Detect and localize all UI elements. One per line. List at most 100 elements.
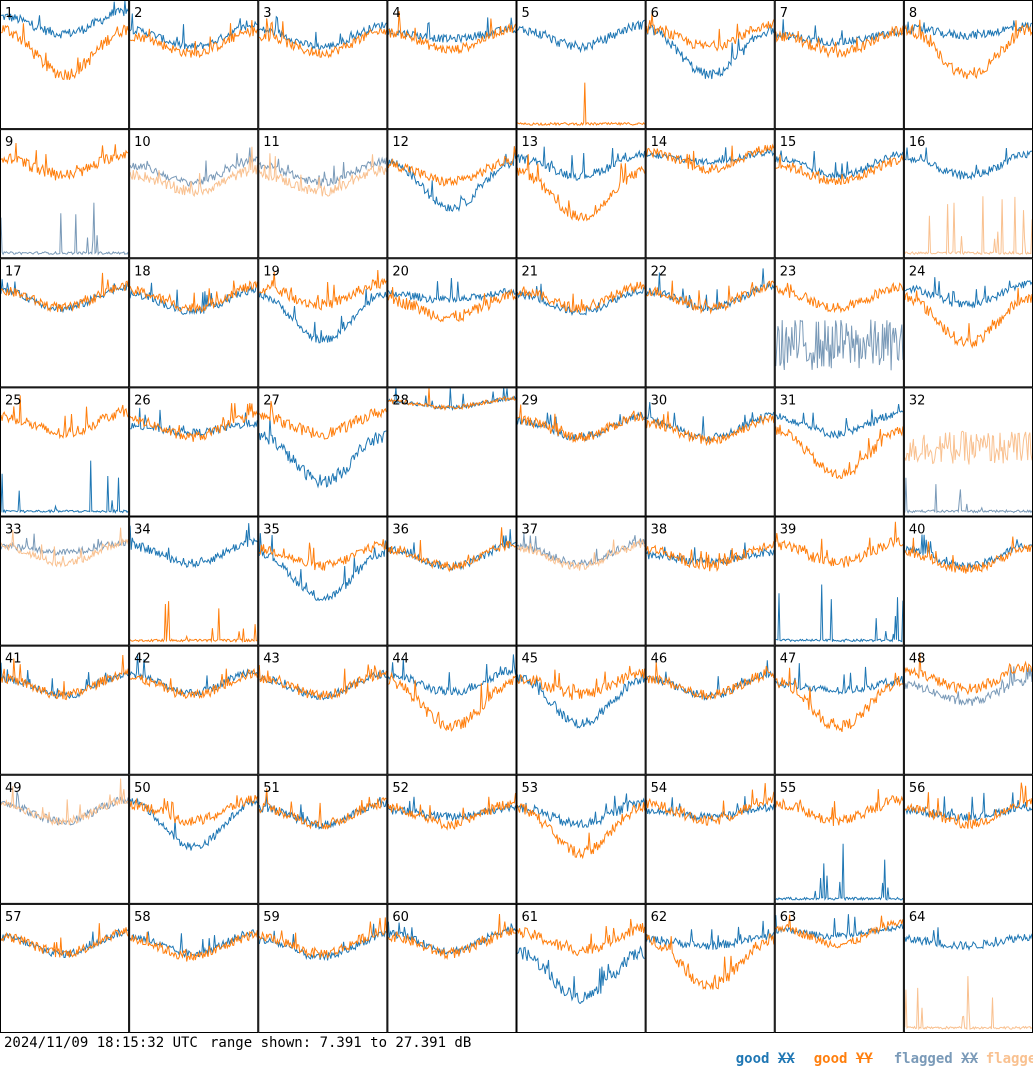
panel-label-18: 18	[134, 264, 151, 279]
series-yy-panel-43	[258, 664, 387, 701]
series-yy-panel-27	[258, 400, 387, 440]
series-yy-panel-20	[387, 287, 516, 323]
panel-62: 62	[645, 903, 775, 1033]
panel-37: 37	[516, 516, 646, 646]
series-yy-panel-58	[129, 930, 258, 962]
series-xx-panel-51	[258, 793, 387, 830]
series-xx-panel-8	[904, 20, 1033, 40]
series-yy-panel-15	[775, 154, 904, 186]
panel-frame-29	[516, 387, 646, 517]
series-xx-panel-25	[0, 460, 129, 514]
panel-frame-14	[645, 129, 775, 259]
panel-51: 51	[258, 774, 388, 904]
series-yy-panel-30	[646, 411, 775, 447]
panel-23: 23	[774, 258, 904, 388]
panel-label-29: 29	[522, 393, 539, 408]
panel-label-13: 13	[522, 135, 539, 150]
panel-41: 41	[0, 645, 130, 775]
panel-5: 5	[516, 0, 646, 130]
panel-label-21: 21	[522, 264, 539, 279]
series-xx-panel-52	[387, 796, 516, 822]
panel-label-32: 32	[909, 393, 926, 408]
panel-label-14: 14	[651, 135, 668, 150]
panel-label-3: 3	[263, 6, 271, 21]
series-yy-panel-45	[517, 665, 646, 701]
panel-2: 2	[129, 0, 259, 130]
panel-label-16: 16	[909, 135, 926, 150]
panel-label-52: 52	[392, 781, 409, 796]
series-yy-panel-3	[258, 18, 387, 59]
panel-42: 42	[129, 645, 259, 775]
series-yy-panel-46	[646, 662, 775, 701]
panel-label-45: 45	[522, 652, 539, 667]
series-xx-panel-55	[775, 843, 904, 902]
series-yy-panel-33	[0, 527, 129, 568]
series-yy-panel-41	[0, 654, 129, 701]
panel-9: 9	[0, 129, 130, 259]
series-xx-panel-31	[775, 404, 904, 440]
series-xx-panel-13	[517, 146, 646, 181]
panel-frame-21	[516, 258, 646, 388]
series-xx-panel-57	[0, 928, 129, 958]
panel-18: 18	[129, 258, 259, 388]
panel-label-63: 63	[780, 910, 797, 925]
panel-label-20: 20	[392, 264, 409, 279]
panel-6: 6	[645, 0, 775, 130]
series-xx-panel-7	[775, 19, 903, 47]
panel-38: 38	[645, 516, 775, 646]
panel-label-48: 48	[909, 652, 926, 667]
panel-label-24: 24	[909, 264, 926, 279]
series-yy-panel-11	[258, 153, 387, 197]
panel-frame-13	[516, 129, 646, 259]
timestamp: 2024/11/09 18:15:32 UTC	[4, 1035, 198, 1051]
panel-frame-50	[129, 774, 259, 904]
series-yy-panel-64	[904, 976, 1033, 1031]
series-yy-panel-62	[646, 933, 775, 990]
panel-frame-15	[774, 129, 904, 259]
series-xx-panel-35	[258, 533, 387, 602]
panel-15: 15	[774, 129, 904, 259]
panel-label-15: 15	[780, 135, 797, 150]
series-yy-panel-14	[646, 143, 775, 175]
series-yy-panel-1	[0, 23, 129, 80]
series-yy-panel-63	[775, 914, 904, 949]
panel-frame-62	[645, 903, 775, 1033]
panel-label-2: 2	[134, 6, 142, 21]
panel-36: 36	[387, 516, 517, 646]
panel-63: 63	[774, 903, 904, 1033]
legend-good-yy: good YY	[780, 1035, 873, 1083]
series-yy-panel-19	[259, 269, 387, 311]
panel-frame-41	[0, 645, 130, 775]
series-xx-panel-30	[646, 401, 775, 443]
series-yy-panel-50	[129, 794, 258, 826]
panel-35: 35	[258, 516, 388, 646]
panel-label-40: 40	[909, 523, 926, 538]
panel-frame-54	[645, 774, 775, 904]
panel-label-62: 62	[651, 910, 668, 925]
series-yy-panel-36	[387, 527, 516, 573]
panel-label-34: 34	[134, 523, 151, 538]
panel-frame-30	[645, 387, 775, 517]
panel-frame-4	[387, 0, 517, 130]
series-yy-panel-26	[129, 403, 258, 442]
series-yy-panel-52	[387, 792, 516, 831]
series-yy-panel-32	[904, 430, 1033, 465]
series-xx-panel-45	[517, 673, 646, 729]
panel-14: 14	[645, 129, 775, 259]
series-xx-panel-20	[387, 277, 516, 304]
panel-49: 49	[0, 774, 130, 904]
series-xx-panel-11	[258, 156, 387, 188]
series-yy-panel-48	[904, 652, 1033, 696]
series-yy-panel-8	[904, 19, 1033, 80]
panel-frame-53	[516, 774, 646, 904]
panel-frame-33	[0, 516, 130, 646]
series-yy-panel-54	[646, 783, 775, 826]
panel-frame-63	[774, 903, 904, 1033]
panel-label-6: 6	[651, 6, 659, 21]
panel-label-19: 19	[263, 264, 280, 279]
panel-label-42: 42	[134, 652, 151, 667]
panel-34: 34	[129, 516, 259, 646]
series-xx-panel-9	[0, 202, 129, 256]
series-yy-panel-12	[387, 146, 516, 187]
panel-frame-12	[387, 129, 517, 259]
